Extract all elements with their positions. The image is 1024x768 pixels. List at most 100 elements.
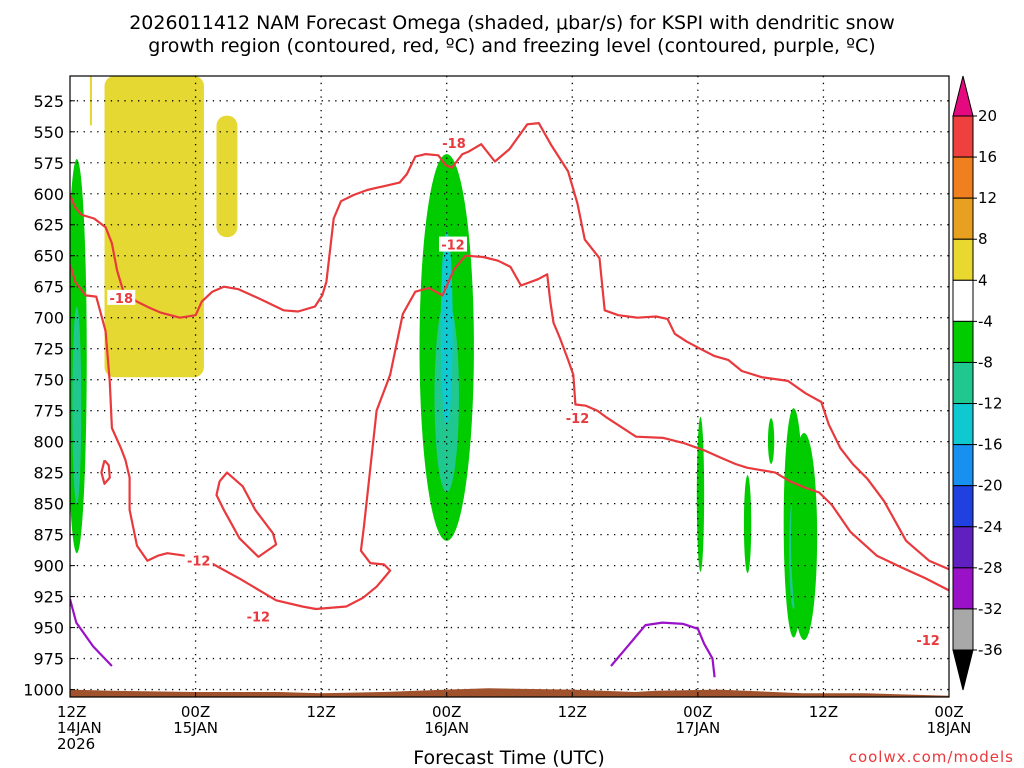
- colorbar-swatch-1: [952, 156, 974, 199]
- y-tick-label-12: 825: [33, 464, 64, 483]
- colorbar-label-0: 20: [978, 107, 997, 125]
- contour-label-2: -12: [247, 610, 271, 625]
- contour-label-bg-3: [440, 134, 469, 150]
- x-axis-label: Forecast Time (UTC): [413, 747, 604, 768]
- colorbar-label-2: 12: [978, 189, 997, 207]
- colorbar-label-1: 16: [978, 148, 997, 166]
- contour-label-bg-2: [244, 608, 273, 624]
- colorbar-bottom-triangle: [952, 649, 974, 691]
- contour-label-0: -18: [110, 292, 134, 307]
- x-tick-label-2-l1: 12Z: [306, 703, 335, 721]
- x-tick-label-0-l2: 14JAN: [57, 719, 102, 737]
- y-tick-label-15: 900: [33, 557, 64, 576]
- contour-label-1: -12: [187, 555, 211, 570]
- y-tick-label-17: 950: [33, 619, 64, 638]
- y-tick-label-10: 775: [33, 402, 64, 421]
- y-tick-label-14: 875: [33, 526, 64, 545]
- axes: 525 550 575 600 625 650 675 700 725 750 775 800 825 8…: [23, 75, 972, 753]
- colorbar-label-3: 8: [978, 230, 988, 248]
- colorbar-swatch-6: [952, 361, 974, 405]
- colorbar-label-6: -8: [978, 353, 993, 371]
- colorbar: 20 16 12 8 4 -4 -8 -12 -16 -20 -24 -28 -32 -36: [952, 75, 1003, 691]
- colorbar-label-11: -28: [978, 559, 1003, 577]
- snow-growth-small-contour-1: [100, 459, 111, 485]
- colorbar-swatch-10: [952, 526, 974, 569]
- y-tick-label-1: 550: [33, 123, 64, 142]
- y-tick-label-18: 975: [33, 650, 64, 669]
- x-tick-label-0-l3: 2026: [57, 735, 95, 753]
- contour-label-5: -12: [566, 412, 590, 427]
- x-tick-label-0-l1: 12Z: [57, 703, 86, 721]
- omega-negative-region-6: [790, 432, 818, 640]
- x-tick-label-3-l1: 00Z: [432, 703, 461, 721]
- freezing-level-contour-0: [70, 598, 113, 667]
- colorbar-swatch-3: [952, 238, 974, 281]
- colorbar-label-12: -32: [978, 600, 1003, 618]
- y-tick-label-13: 850: [33, 495, 64, 514]
- contour-label-bg-5: [563, 410, 592, 426]
- colorbar-label-7: -12: [978, 395, 1003, 413]
- contour-label-3: -18: [442, 137, 466, 152]
- y-tick-label-19: 1000: [23, 681, 64, 700]
- y-tick-label-0: 525: [33, 92, 64, 111]
- credit-text: coolwx.com/models: [849, 748, 1014, 766]
- contour-label-bg-0: [107, 289, 136, 305]
- y-tick-label-2: 575: [33, 154, 64, 173]
- colorbar-swatch-4: [952, 279, 974, 322]
- colorbar-label-9: -20: [978, 477, 1003, 495]
- colorbar-swatch-0: [952, 115, 974, 158]
- colorbar-label-13: -36: [978, 641, 1003, 659]
- plot-clip-group: -18 -12 -12 -18 -12 -12 -12: [70, 76, 949, 697]
- colorbar-swatch-7: [952, 403, 974, 446]
- x-tick-label-1-l1: 00Z: [181, 703, 210, 721]
- omega-negative-region-3: [743, 475, 752, 574]
- contour-label-bg-1: [184, 552, 213, 568]
- freezing-level-contour-1: [610, 621, 716, 678]
- y-tick-label-6: 675: [33, 278, 64, 297]
- snow-growth-small-contour-0: [215, 471, 278, 558]
- x-tick-label-7-l1: 00Z: [934, 703, 963, 721]
- colorbar-label-8: -16: [978, 436, 1003, 454]
- x-tick-label-1-l2: 15JAN: [173, 719, 218, 737]
- x-tick-label-5-l1: 00Z: [683, 703, 712, 721]
- y-tick-label-9: 750: [33, 371, 64, 390]
- omega-negative-region-2: [696, 416, 705, 572]
- contour-label-6: -12: [916, 634, 940, 649]
- colorbar-swatch-5: [952, 320, 974, 363]
- omega-negative-core-0: [72, 306, 82, 504]
- omega-positive-region-2: [216, 115, 238, 238]
- chart-title-line1: 2026011412 NAM Forecast Omega (shaded, μ…: [129, 12, 895, 34]
- colorbar-label-4: 4: [978, 271, 988, 289]
- colorbar-swatch-12: [952, 608, 974, 651]
- x-tick-label-3-l2: 16JAN: [424, 719, 469, 737]
- chart-title-line2: growth region (contoured, red, ºC) and f…: [148, 35, 875, 57]
- omega-positive-region-1: [104, 76, 204, 378]
- plot-frame: [69, 75, 950, 698]
- colorbar-top-triangle: [952, 75, 974, 117]
- y-tick-label-5: 650: [33, 247, 64, 266]
- y-tick-label-8: 725: [33, 340, 64, 359]
- y-tick-label-4: 625: [33, 216, 64, 235]
- y-tick-label-7: 700: [33, 309, 64, 328]
- contour-label-bg-6: [914, 631, 943, 647]
- colorbar-swatch-2: [952, 197, 974, 240]
- colorbar-swatch-9: [952, 485, 974, 528]
- contour-label-4: -12: [441, 239, 465, 254]
- colorbar-label-5: -4: [978, 312, 993, 330]
- plot-area: -18 -12 -12 -18 -12 -12 -12: [70, 76, 949, 697]
- x-tick-label-6-l1: 12Z: [809, 703, 838, 721]
- snow-growth-contour-0: [70, 254, 949, 611]
- colorbar-swatch-11: [952, 567, 974, 610]
- contour-label-bg-4: [438, 236, 467, 252]
- colorbar-label-10: -24: [978, 518, 1003, 536]
- x-tick-label-5-l2: 17JAN: [675, 719, 720, 737]
- y-tick-label-11: 800: [33, 433, 64, 452]
- terrain: [70, 688, 949, 697]
- snow-growth-contour-1: [70, 122, 949, 571]
- y-tick-label-3: 600: [33, 185, 64, 204]
- y-tick-label-16: 925: [33, 588, 64, 607]
- colorbar-swatch-8: [952, 444, 974, 487]
- x-tick-label-7-l2: 18JAN: [927, 719, 972, 737]
- x-tick-label-4-l1: 12Z: [558, 703, 587, 721]
